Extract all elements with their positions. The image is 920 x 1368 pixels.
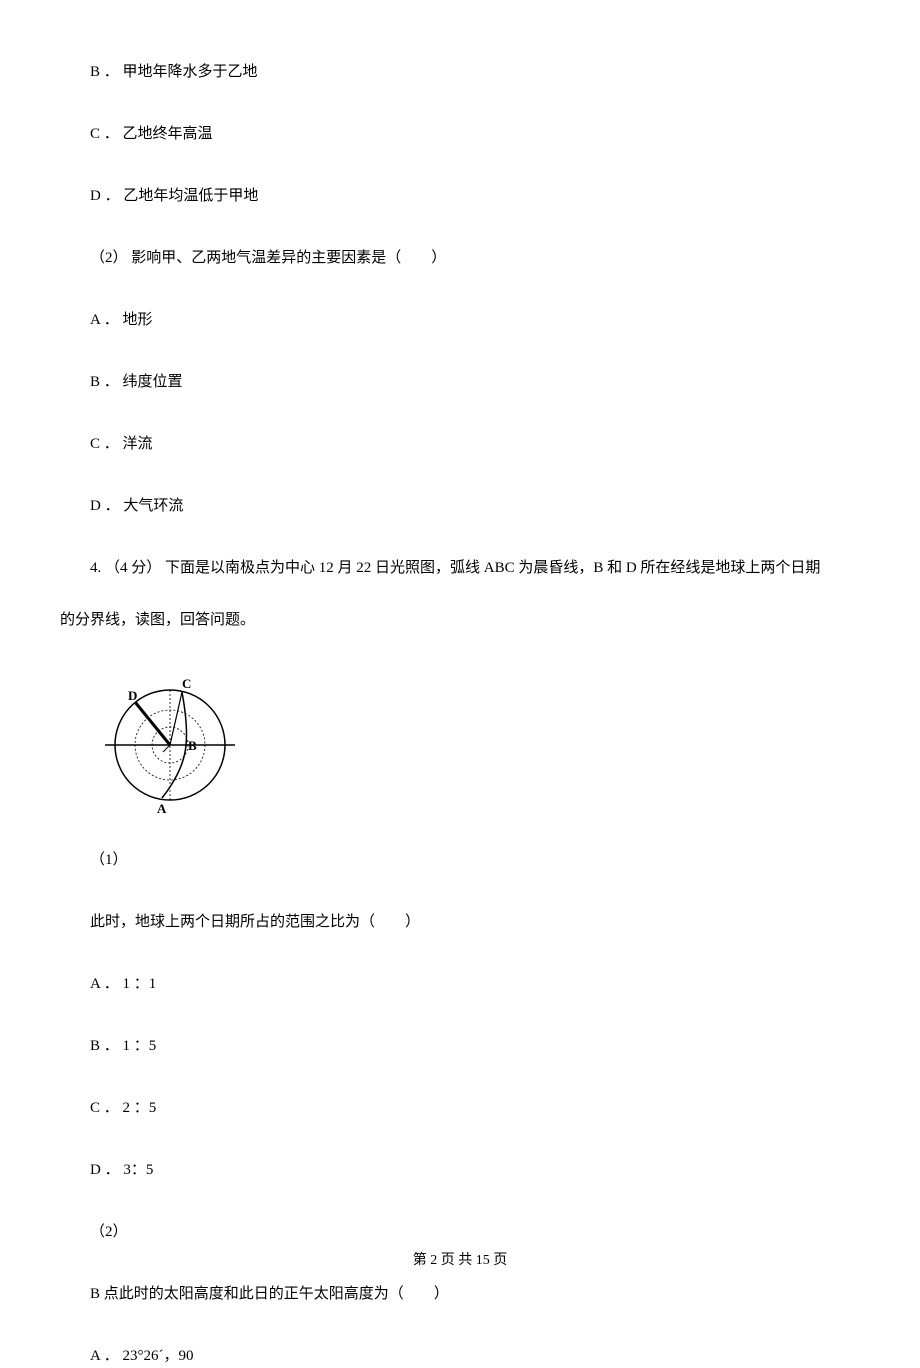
q4-sub2-num: （2） bbox=[60, 1220, 860, 1244]
q4-sub2-text: B 点此时的太阳高度和此日的正午太阳高度为（ ） bbox=[60, 1282, 860, 1306]
page-footer: 第 2 页 共 15 页 bbox=[0, 1250, 920, 1272]
q3-option-c: C ． 乙地终年高温 bbox=[60, 122, 860, 146]
q3-sub2-c: C ． 洋流 bbox=[60, 432, 860, 456]
q4-sub2-a: A ． 23°26´，90 bbox=[60, 1344, 860, 1368]
q3-option-d: D ． 乙地年均温低于甲地 bbox=[60, 184, 860, 208]
svg-text:A: A bbox=[157, 801, 167, 816]
q3-sub2-a: A ． 地形 bbox=[60, 308, 860, 332]
q3-sub2-b: B ． 纬度位置 bbox=[60, 370, 860, 394]
q3-option-b: B ． 甲地年降水多于乙地 bbox=[60, 60, 860, 84]
q4-intro-line1: 4. （4 分） 下面是以南极点为中心 12 月 22 日光照图，弧线 ABC … bbox=[60, 556, 860, 580]
q3-sub2-d: D ． 大气环流 bbox=[60, 494, 860, 518]
q4-intro: 4. （4 分） 下面是以南极点为中心 12 月 22 日光照图，弧线 ABC … bbox=[60, 556, 860, 632]
svg-text:D: D bbox=[128, 688, 137, 703]
q4-sub1-c: C ． 2 ：5 bbox=[60, 1096, 860, 1120]
earth-diagram-icon: D C B A bbox=[90, 660, 250, 820]
q4-diagram: D C B A bbox=[90, 660, 860, 828]
q4-intro-line2: 的分界线，读图，回答问题。 bbox=[60, 608, 860, 632]
q3-sub2-text: （2） 影响甲、乙两地气温差异的主要因素是（ ） bbox=[60, 246, 860, 270]
q4-sub1-d: D ． 3：5 bbox=[60, 1158, 860, 1182]
q4-sub1-num: （1） bbox=[60, 848, 860, 872]
svg-text:C: C bbox=[182, 676, 191, 691]
q4-sub1-text: 此时，地球上两个日期所占的范围之比为（ ） bbox=[60, 910, 860, 934]
q4-sub1-b: B ． 1 ：5 bbox=[60, 1034, 860, 1058]
svg-text:B: B bbox=[188, 738, 197, 753]
q4-sub1-a: A ． 1 ：1 bbox=[60, 972, 860, 996]
